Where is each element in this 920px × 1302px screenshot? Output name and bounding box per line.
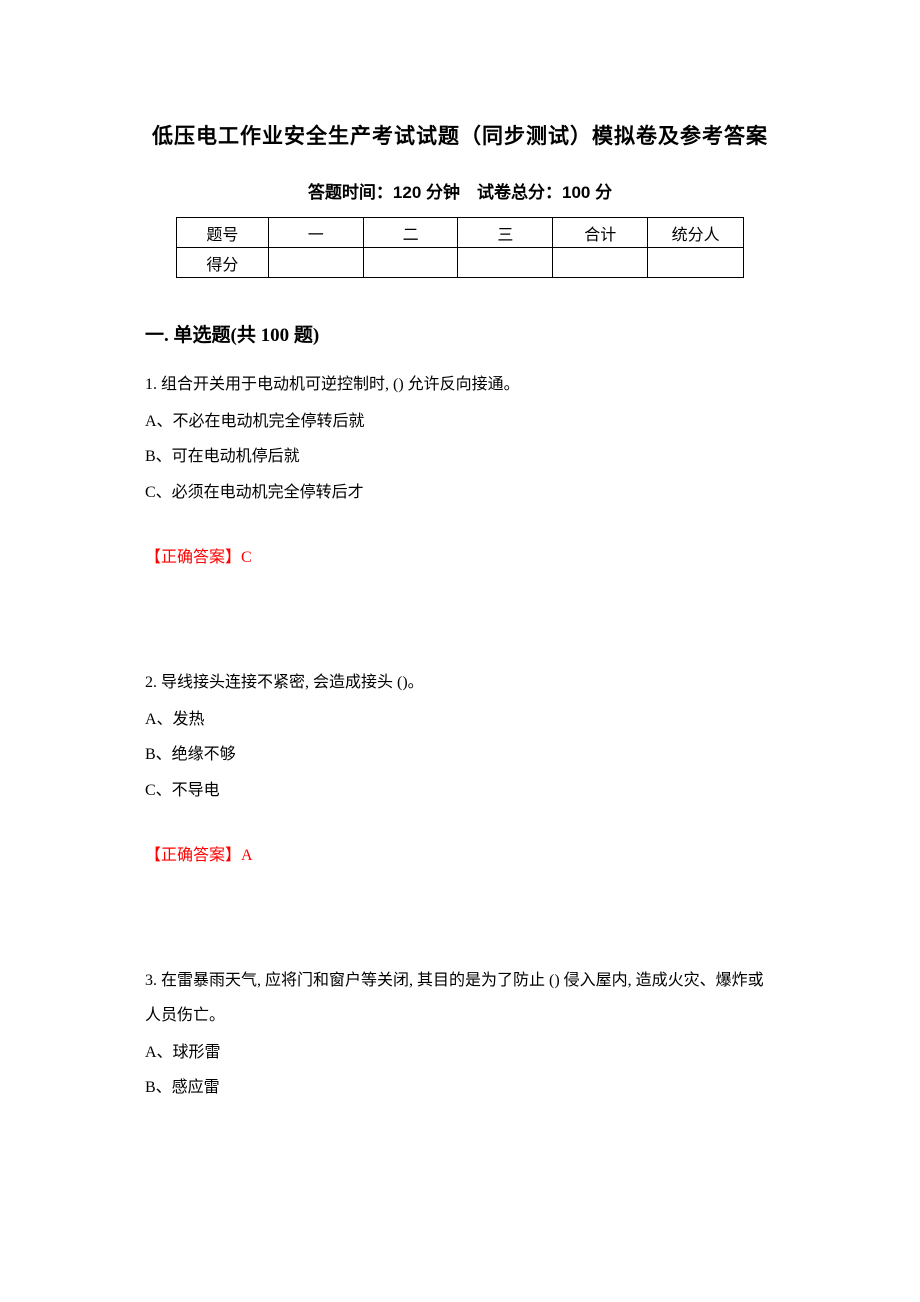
section-title: 一. 单选题(共 100 题): [145, 320, 775, 347]
cell: 一: [268, 218, 363, 248]
cell: 合计: [553, 218, 648, 248]
option: A、球形雷: [145, 1035, 775, 1070]
cell: [553, 248, 648, 278]
answer-letter: A: [241, 847, 253, 864]
option: B、可在电动机停后就: [145, 439, 775, 474]
option: A、发热: [145, 702, 775, 737]
question-stem: 1. 组合开关用于电动机可逆控制时, () 允许反向接通。: [145, 367, 775, 402]
question-block: 1. 组合开关用于电动机可逆控制时, () 允许反向接通。 A、不必在电动机完全…: [145, 367, 775, 575]
option: A、不必在电动机完全停转后就: [145, 404, 775, 439]
question-block: 3. 在雷暴雨天气, 应将门和窗户等关闭, 其目的是为了防止 () 侵入屋内, …: [145, 963, 775, 1106]
answer: 【正确答案】A: [145, 838, 775, 873]
doc-subtitle: 答题时间：120 分钟 试卷总分：100 分: [145, 178, 775, 203]
cell: [458, 248, 553, 278]
answer-label: 【正确答案】: [145, 549, 241, 566]
score-table: 题号 一 二 三 合计 统分人 得分: [176, 217, 744, 278]
table-row: 得分: [177, 248, 744, 278]
answer: 【正确答案】C: [145, 540, 775, 575]
question-stem: 2. 导线接头连接不紧密, 会造成接头 ()。: [145, 665, 775, 700]
answer-label: 【正确答案】: [145, 847, 241, 864]
question-block: 2. 导线接头连接不紧密, 会造成接头 ()。 A、发热 B、绝缘不够 C、不导…: [145, 665, 775, 873]
option: B、绝缘不够: [145, 737, 775, 772]
option: C、必须在电动机完全停转后才: [145, 475, 775, 510]
cell: 二: [363, 218, 458, 248]
cell: [648, 248, 744, 278]
option: B、感应雷: [145, 1070, 775, 1105]
question-stem: 3. 在雷暴雨天气, 应将门和窗户等关闭, 其目的是为了防止 () 侵入屋内, …: [145, 963, 775, 1033]
option: C、不导电: [145, 773, 775, 808]
answer-letter: C: [241, 549, 252, 566]
table-row: 题号 一 二 三 合计 统分人: [177, 218, 744, 248]
cell: 三: [458, 218, 553, 248]
cell: [363, 248, 458, 278]
cell: 统分人: [648, 218, 744, 248]
cell: [268, 248, 363, 278]
cell-label: 题号: [177, 218, 269, 248]
cell-label: 得分: [177, 248, 269, 278]
doc-title: 低压电工作业安全生产考试试题（同步测试）模拟卷及参考答案: [145, 120, 775, 150]
